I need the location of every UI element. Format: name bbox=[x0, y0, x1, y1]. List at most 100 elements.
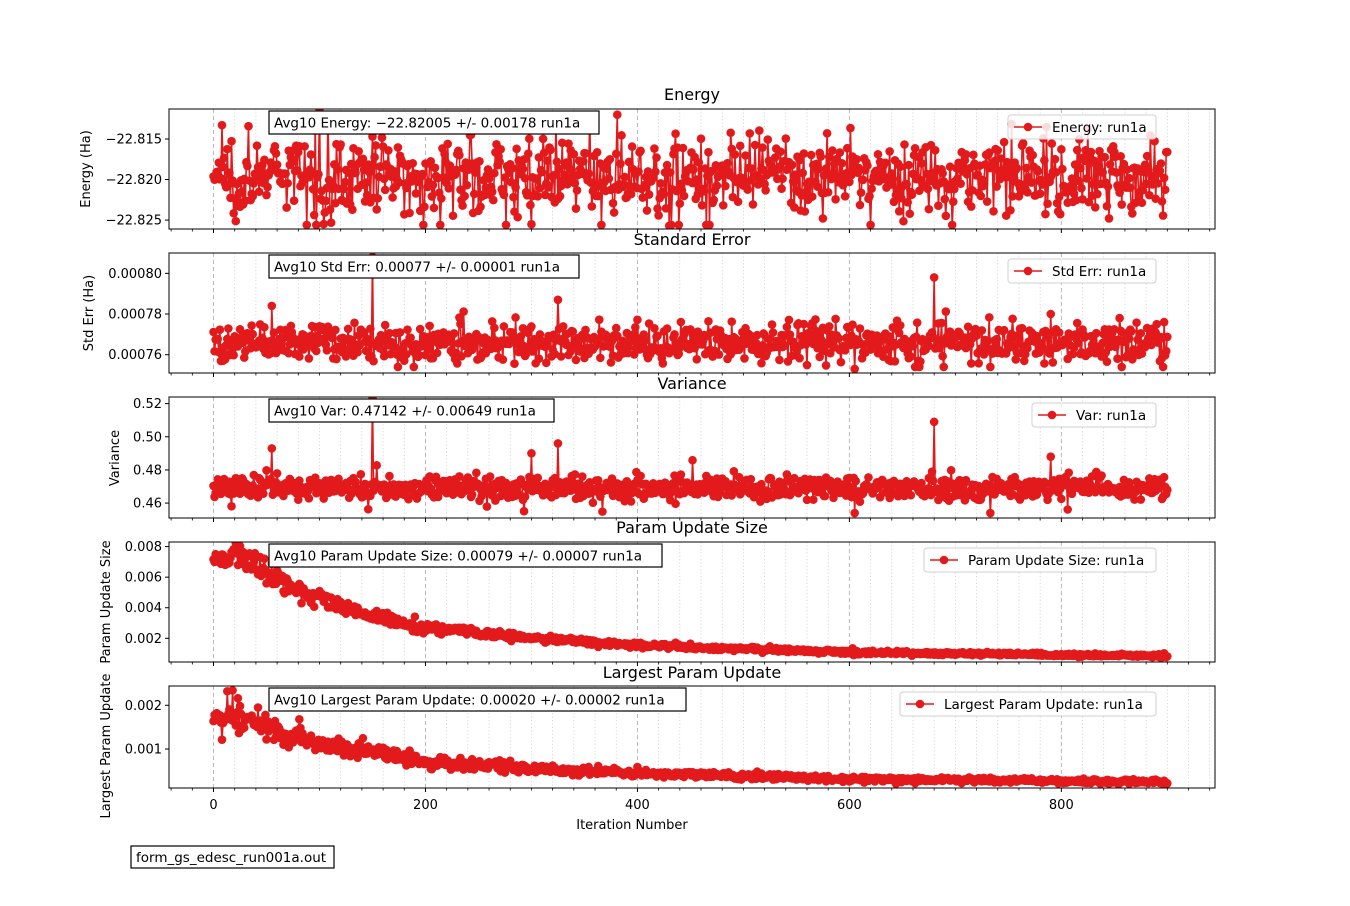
data-point bbox=[851, 476, 861, 486]
data-point bbox=[520, 492, 530, 502]
data-point bbox=[963, 322, 973, 332]
data-point bbox=[1124, 334, 1134, 343]
data-point bbox=[979, 176, 989, 186]
data-point bbox=[385, 471, 394, 481]
y-tick-label: −22.815 bbox=[106, 133, 162, 148]
data-point bbox=[475, 157, 484, 166]
panel-title: Energy bbox=[664, 85, 720, 104]
data-point bbox=[1163, 652, 1172, 661]
data-point bbox=[340, 177, 350, 187]
data-point bbox=[1054, 328, 1064, 337]
data-point bbox=[1057, 494, 1066, 504]
data-point bbox=[436, 220, 445, 229]
data-point bbox=[1142, 151, 1152, 161]
data-point bbox=[1064, 468, 1074, 477]
annotation-text: Avg10 Std Err: 0.00077 +/- 0.00001 run1a bbox=[274, 260, 560, 276]
data-point bbox=[1077, 183, 1086, 193]
data-point bbox=[1063, 505, 1072, 514]
y-tick-label: 0.00080 bbox=[108, 267, 162, 282]
data-point bbox=[225, 168, 234, 178]
data-point bbox=[395, 328, 405, 337]
data-point bbox=[612, 110, 622, 119]
data-point bbox=[485, 472, 495, 481]
data-point bbox=[570, 179, 580, 188]
data-point bbox=[917, 478, 926, 488]
data-point bbox=[415, 324, 425, 334]
data-point bbox=[840, 191, 850, 201]
panel-title: Variance bbox=[657, 374, 726, 393]
data-point bbox=[367, 163, 376, 172]
data-point bbox=[791, 170, 800, 180]
data-point bbox=[260, 554, 269, 563]
data-point bbox=[596, 353, 605, 363]
data-point bbox=[1050, 154, 1060, 164]
data-point bbox=[293, 495, 303, 505]
data-point bbox=[846, 123, 855, 133]
data-point bbox=[1136, 495, 1146, 504]
data-point bbox=[939, 362, 948, 372]
data-point bbox=[961, 150, 971, 159]
data-point bbox=[1153, 179, 1163, 188]
data-point bbox=[729, 467, 739, 476]
variance-panel: Variance Variance 0.520.500.480.46Avg10 … bbox=[108, 374, 1216, 522]
data-point bbox=[571, 355, 581, 365]
data-point bbox=[469, 189, 479, 199]
y-tick-label: −22.825 bbox=[106, 214, 162, 229]
data-point bbox=[568, 327, 578, 336]
data-point bbox=[594, 315, 604, 325]
data-point bbox=[941, 307, 951, 316]
data-point bbox=[587, 202, 597, 211]
data-point bbox=[256, 571, 266, 581]
data-point bbox=[727, 491, 737, 500]
data-point bbox=[626, 497, 636, 506]
data-point bbox=[571, 204, 581, 213]
data-point bbox=[858, 175, 868, 185]
data-point bbox=[631, 323, 640, 332]
data-point bbox=[1115, 313, 1124, 323]
data-point bbox=[969, 150, 978, 160]
data-point bbox=[314, 338, 323, 348]
data-point bbox=[659, 189, 669, 199]
data-point bbox=[449, 329, 459, 338]
data-point bbox=[215, 325, 225, 335]
data-point bbox=[798, 168, 808, 178]
data-point bbox=[304, 494, 314, 503]
data-point bbox=[1035, 189, 1045, 198]
data-point bbox=[611, 323, 621, 333]
data-point bbox=[977, 326, 987, 335]
data-point bbox=[735, 141, 745, 151]
data-point bbox=[520, 173, 530, 183]
data-point bbox=[777, 184, 786, 193]
data-point bbox=[916, 357, 925, 366]
annotation-box: Avg10 Param Update Size: 0.00079 +/- 0.0… bbox=[268, 543, 663, 568]
data-point bbox=[432, 348, 442, 358]
series-points bbox=[209, 686, 1172, 788]
data-point bbox=[992, 182, 1001, 191]
data-point bbox=[386, 349, 395, 359]
data-point bbox=[727, 317, 737, 326]
data-point bbox=[930, 146, 940, 155]
data-point bbox=[908, 342, 918, 351]
data-point bbox=[1058, 164, 1067, 174]
data-point bbox=[976, 191, 986, 201]
data-point bbox=[699, 186, 709, 196]
y-axis-label: Largest Param Update bbox=[99, 674, 114, 819]
data-point bbox=[341, 352, 351, 361]
data-point bbox=[966, 202, 976, 211]
data-point bbox=[823, 187, 833, 197]
data-point bbox=[828, 146, 837, 155]
data-point bbox=[332, 354, 341, 364]
data-point bbox=[262, 190, 271, 200]
data-point bbox=[225, 705, 234, 714]
data-point bbox=[321, 196, 331, 206]
data-point bbox=[556, 352, 566, 361]
data-point bbox=[984, 313, 994, 322]
data-point bbox=[924, 204, 934, 214]
data-point bbox=[678, 143, 688, 153]
legend-marker bbox=[939, 555, 949, 565]
data-point bbox=[873, 149, 883, 159]
data-point bbox=[1103, 182, 1113, 191]
data-point bbox=[837, 159, 847, 168]
data-point bbox=[622, 477, 632, 486]
